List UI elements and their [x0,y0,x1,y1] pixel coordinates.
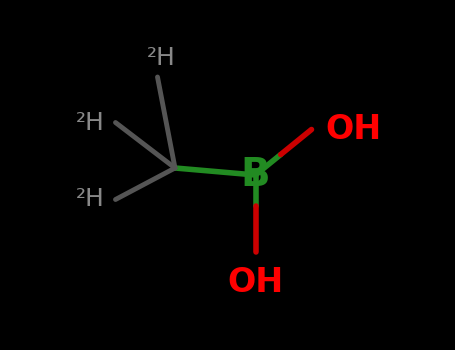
Text: ²H: ²H [76,188,105,211]
Text: OH: OH [325,113,382,146]
Text: OH: OH [228,266,283,299]
Text: ²H: ²H [147,46,176,70]
Text: ²H: ²H [76,111,105,134]
Text: B: B [241,156,270,194]
